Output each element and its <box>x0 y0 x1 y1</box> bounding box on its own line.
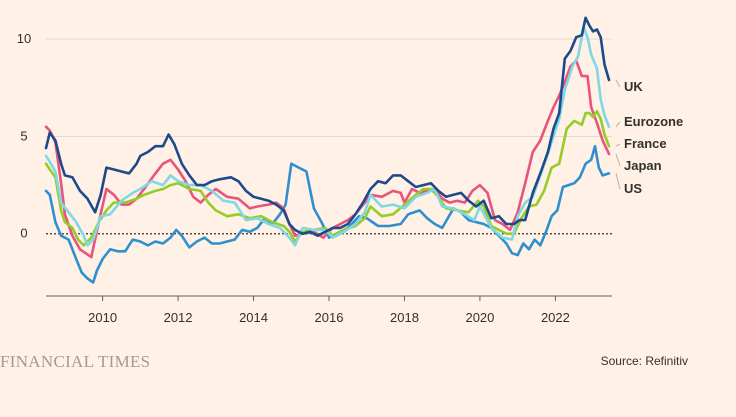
series-line-japan <box>44 59 611 259</box>
legend-leader-france <box>615 143 621 147</box>
y-tick-label: 10 <box>17 31 31 46</box>
x-tick-label: 2018 <box>390 310 419 325</box>
x-tick-label: 2010 <box>88 310 117 325</box>
legend-label-france: France <box>624 136 667 151</box>
legend-label-eurozone: Eurozone <box>624 114 683 129</box>
x-tick-label: 2022 <box>541 310 570 325</box>
grid-lines <box>46 38 612 235</box>
legend-label-japan: Japan <box>624 158 662 173</box>
x-tick-label: 2014 <box>239 310 268 325</box>
ft-logo: FINANCIAL TIMES <box>0 352 151 371</box>
legend-leader-uk <box>615 79 621 88</box>
legend-leader-us <box>615 173 621 190</box>
y-axis: 0 5 10 <box>17 31 31 241</box>
x-tick-label: 2012 <box>164 310 193 325</box>
series-lines <box>44 16 611 284</box>
legend: UK Eurozone France Japan US <box>615 79 683 196</box>
x-tick-label: 2020 <box>465 310 494 325</box>
series-line-uk <box>44 16 611 237</box>
legend-label-uk: UK <box>624 79 643 94</box>
x-axis: 2010 2012 2014 2016 2018 2020 2022 <box>46 295 612 325</box>
legend-leader-eurozone <box>615 121 621 128</box>
series-line-eurozone <box>44 26 611 247</box>
y-tick-label: 0 <box>20 226 27 241</box>
legend-label-us: US <box>624 181 642 196</box>
y-tick-label: 5 <box>20 128 27 143</box>
legend-leader-japan <box>615 153 621 167</box>
source-note: Source: Refinitiv <box>600 354 688 368</box>
series-line-france <box>44 109 611 247</box>
line-chart: 0 5 10 2010 2012 2014 2016 2018 2020 2022 UK Euro… <box>17 16 683 325</box>
series-line-us <box>44 144 611 284</box>
x-tick-label: 2016 <box>315 310 344 325</box>
